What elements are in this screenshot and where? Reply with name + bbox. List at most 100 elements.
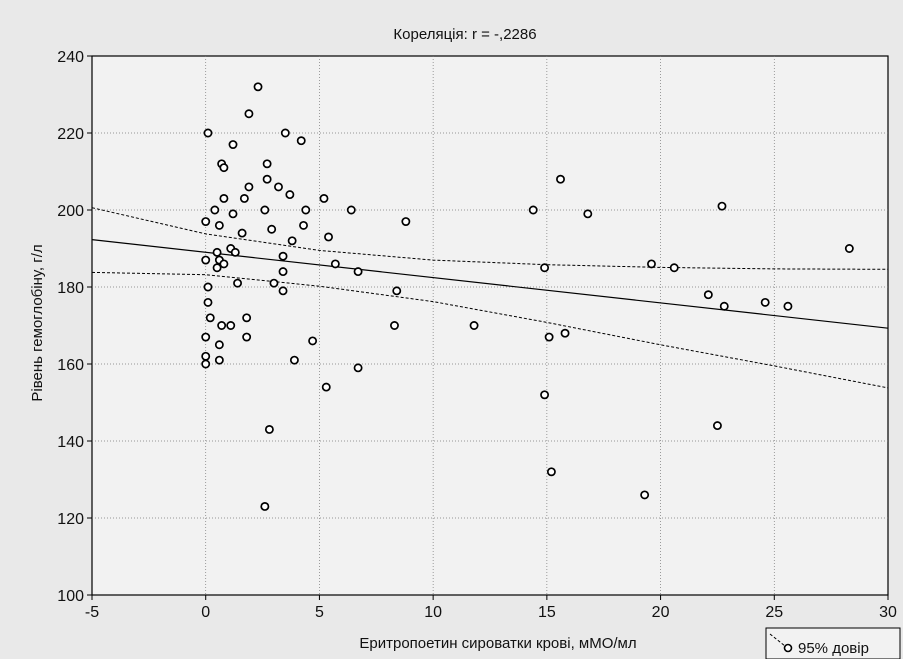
data-point — [219, 193, 229, 203]
plot-area — [91, 55, 889, 596]
data-points — [201, 82, 854, 511]
legend-box — [765, 627, 901, 659]
data-point — [260, 205, 270, 215]
data-point — [717, 201, 727, 211]
x-tick-label: 10 — [424, 604, 442, 621]
data-point — [264, 425, 274, 434]
data-point — [540, 390, 550, 400]
data-point — [544, 332, 554, 342]
x-axis-title: Еритропоетин сироватки крові, мМО/мл — [359, 635, 636, 652]
data-point — [346, 205, 356, 215]
data-point — [260, 502, 270, 511]
data-point — [205, 313, 215, 323]
legend: 95% довір — [765, 627, 901, 659]
data-point — [274, 182, 283, 192]
data-point — [262, 159, 272, 169]
data-point — [253, 82, 263, 92]
data-point — [201, 359, 211, 369]
y-tick-label: 200 — [57, 203, 84, 220]
data-point — [289, 355, 299, 365]
x-tick-label: 30 — [879, 604, 897, 621]
data-point — [203, 297, 213, 307]
x-tick-label: 25 — [765, 604, 783, 621]
data-point — [390, 321, 399, 330]
data-point — [647, 259, 656, 269]
data-point — [296, 136, 306, 146]
y-axis-title: Рівень гемоглобіну, г/л — [29, 244, 46, 401]
x-tick-label: 15 — [538, 604, 556, 621]
data-point — [324, 232, 333, 242]
data-point — [301, 205, 311, 215]
data-point — [219, 163, 229, 173]
data-point — [201, 217, 211, 226]
x-tick-label: -5 — [85, 604, 99, 621]
data-point — [237, 228, 247, 238]
regression-line — [91, 239, 889, 329]
data-point — [262, 174, 272, 184]
data-point — [353, 267, 363, 277]
y-tick-label: 240 — [57, 49, 84, 66]
data-point — [203, 282, 213, 292]
legend-label: 95% довір — [798, 640, 869, 657]
y-tick-label: 220 — [57, 126, 84, 143]
data-point — [719, 301, 729, 311]
data-point — [210, 205, 220, 215]
data-point — [230, 247, 240, 257]
data-point — [201, 255, 211, 265]
data-point — [287, 236, 297, 246]
data-point — [233, 278, 243, 288]
data-point — [214, 355, 224, 365]
data-point — [278, 267, 288, 277]
y-tick-label: 100 — [57, 588, 84, 605]
data-point — [214, 220, 224, 230]
regression-line-group — [91, 239, 889, 329]
data-point — [212, 263, 222, 273]
data-point — [640, 490, 650, 500]
x-axis-ticks: -5 0 5 10 15 20 25 30 — [85, 595, 897, 621]
data-point — [278, 286, 288, 296]
data-point — [760, 297, 770, 307]
data-point — [321, 382, 331, 392]
data-point — [242, 332, 252, 342]
y-tick-label: 180 — [57, 280, 84, 297]
data-point — [556, 174, 565, 184]
y-axis-ticks: 100 120 140 160 180 200 220 240 — [57, 49, 92, 605]
data-point — [219, 259, 229, 269]
data-point — [203, 128, 213, 138]
data-point — [844, 244, 854, 253]
data-point — [392, 286, 402, 296]
data-point — [228, 140, 238, 149]
data-point — [469, 321, 479, 330]
data-point — [201, 332, 211, 342]
data-point — [244, 109, 254, 119]
data-point — [201, 351, 211, 361]
confidence-band-lower — [91, 271, 889, 389]
data-point — [285, 190, 295, 200]
y-tick-label: 120 — [57, 511, 84, 528]
data-point — [212, 247, 222, 257]
data-point — [703, 290, 713, 300]
data-point — [546, 467, 556, 477]
y-tick-label: 160 — [57, 357, 84, 374]
data-point — [269, 278, 279, 288]
x-tick-label: 0 — [201, 604, 210, 621]
data-point — [244, 182, 254, 192]
x-tick-label: 5 — [315, 604, 324, 621]
confidence-band-upper — [91, 207, 889, 270]
grid-lines — [92, 56, 888, 595]
data-point — [560, 328, 570, 338]
data-point — [214, 340, 224, 350]
data-point — [583, 209, 593, 219]
data-point — [242, 313, 252, 323]
data-point — [783, 301, 793, 311]
data-point — [267, 224, 277, 234]
data-point — [401, 217, 411, 226]
data-point — [353, 363, 363, 373]
data-point — [226, 321, 236, 330]
y-tick-label: 140 — [57, 434, 84, 451]
data-point — [669, 263, 679, 273]
data-point — [217, 321, 227, 330]
data-point — [528, 205, 538, 215]
data-point — [319, 193, 329, 203]
